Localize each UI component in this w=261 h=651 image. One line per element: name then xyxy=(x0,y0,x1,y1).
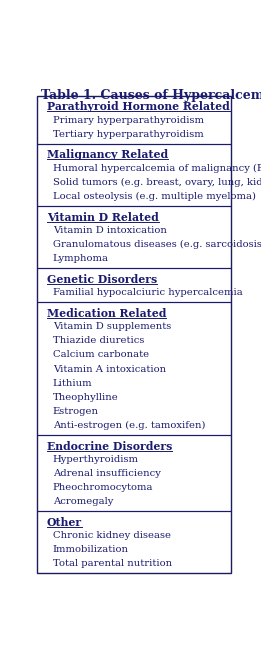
Text: Humoral hypercalcemia of malignancy (PTHrp): Humoral hypercalcemia of malignancy (PTH… xyxy=(53,164,261,173)
Text: Genetic Disorders: Genetic Disorders xyxy=(47,274,157,285)
Text: Tertiary hyperparathyroidism: Tertiary hyperparathyroidism xyxy=(53,130,204,139)
Text: Anti-estrogen (e.g. tamoxifen): Anti-estrogen (e.g. tamoxifen) xyxy=(53,421,205,430)
Text: Acromegaly: Acromegaly xyxy=(53,497,113,506)
Text: Estrogen: Estrogen xyxy=(53,407,99,416)
Text: Thiazide diuretics: Thiazide diuretics xyxy=(53,337,144,346)
Text: Solid tumors (e.g. breast, ovary, lung, kidney): Solid tumors (e.g. breast, ovary, lung, … xyxy=(53,178,261,187)
Text: Malignancy Related: Malignancy Related xyxy=(47,150,168,160)
Text: Lymphoma: Lymphoma xyxy=(53,254,109,263)
Text: Immobilization: Immobilization xyxy=(53,546,129,554)
Text: Lithium: Lithium xyxy=(53,379,92,387)
Text: Hyperthyroidism: Hyperthyroidism xyxy=(53,455,139,464)
Text: Primary hyperparathyroidism: Primary hyperparathyroidism xyxy=(53,116,204,125)
Text: Vitamin A intoxication: Vitamin A intoxication xyxy=(53,365,166,374)
Text: Parathyroid Hormone Related: Parathyroid Hormone Related xyxy=(47,102,229,113)
Text: Granulomatous diseases (e.g. sarcoidosis): Granulomatous diseases (e.g. sarcoidosis… xyxy=(53,240,261,249)
Text: Familial hypocalciuric hypercalcemia: Familial hypocalciuric hypercalcemia xyxy=(53,288,243,298)
Text: Theophylline: Theophylline xyxy=(53,393,118,402)
Text: Vitamin D supplements: Vitamin D supplements xyxy=(53,322,171,331)
Text: Local osteolysis (e.g. multiple myeloma): Local osteolysis (e.g. multiple myeloma) xyxy=(53,192,256,201)
Text: Pheochromocytoma: Pheochromocytoma xyxy=(53,483,153,492)
Text: Total parental nutrition: Total parental nutrition xyxy=(53,559,172,568)
Text: Medication Related: Medication Related xyxy=(47,308,166,319)
Text: Vitamin D Related: Vitamin D Related xyxy=(47,212,158,223)
Text: Endocrine Disorders: Endocrine Disorders xyxy=(47,441,172,452)
Text: Vitamin D intoxication: Vitamin D intoxication xyxy=(53,226,167,235)
Text: Chronic kidney disease: Chronic kidney disease xyxy=(53,531,171,540)
Text: Table 1. Causes of Hypercalcemia: Table 1. Causes of Hypercalcemia xyxy=(41,89,261,102)
Text: Other: Other xyxy=(47,517,82,528)
Text: Calcium carbonate: Calcium carbonate xyxy=(53,350,149,359)
Text: Adrenal insufficiency: Adrenal insufficiency xyxy=(53,469,161,478)
